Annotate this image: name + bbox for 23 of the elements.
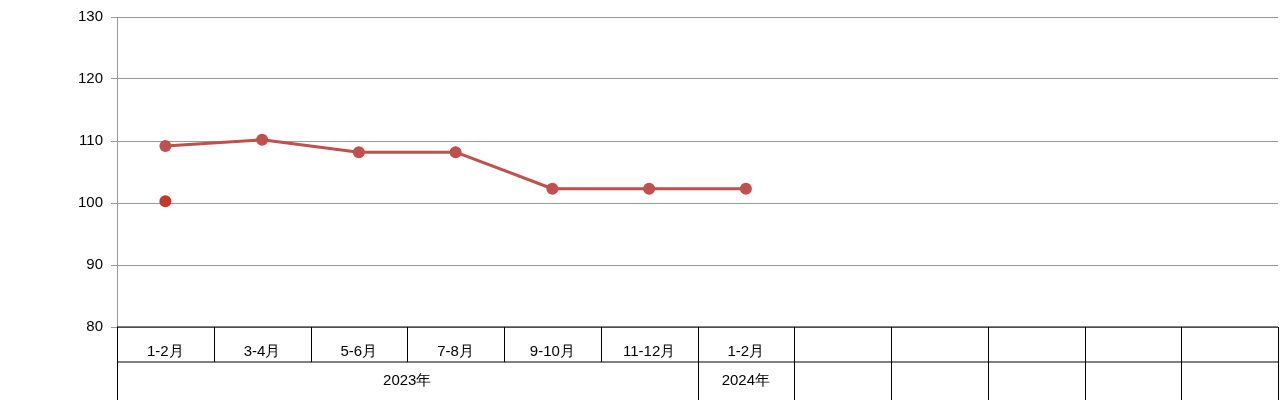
y-tick-label: 110 xyxy=(79,131,103,149)
text: 2023年 xyxy=(383,371,432,389)
x-tick-label: 9-10月 xyxy=(529,342,575,360)
y-tick-label: 130 xyxy=(77,7,103,25)
x-tick-label: 3-4月 xyxy=(243,342,281,360)
point xyxy=(159,195,172,208)
y-tick-label: 90 xyxy=(86,255,103,273)
y-tick-label: 120 xyxy=(77,69,103,87)
point xyxy=(256,133,269,146)
point xyxy=(643,182,656,195)
point xyxy=(449,146,462,159)
x-tick-label: 11-12月 xyxy=(622,342,676,360)
point xyxy=(159,139,172,152)
point xyxy=(352,146,365,159)
y-tick-label: 100 xyxy=(77,193,103,211)
x-tick-label: 7-8月 xyxy=(437,342,474,360)
text: 2024年 xyxy=(721,371,771,389)
y-tick-label: 80 xyxy=(86,317,103,335)
x-tick-label: 1-2月 xyxy=(727,342,765,360)
point xyxy=(739,182,752,195)
point xyxy=(546,182,559,195)
x-tick-label: 1-2月 xyxy=(147,342,184,360)
x-tick-label: 5-6月 xyxy=(340,342,378,360)
